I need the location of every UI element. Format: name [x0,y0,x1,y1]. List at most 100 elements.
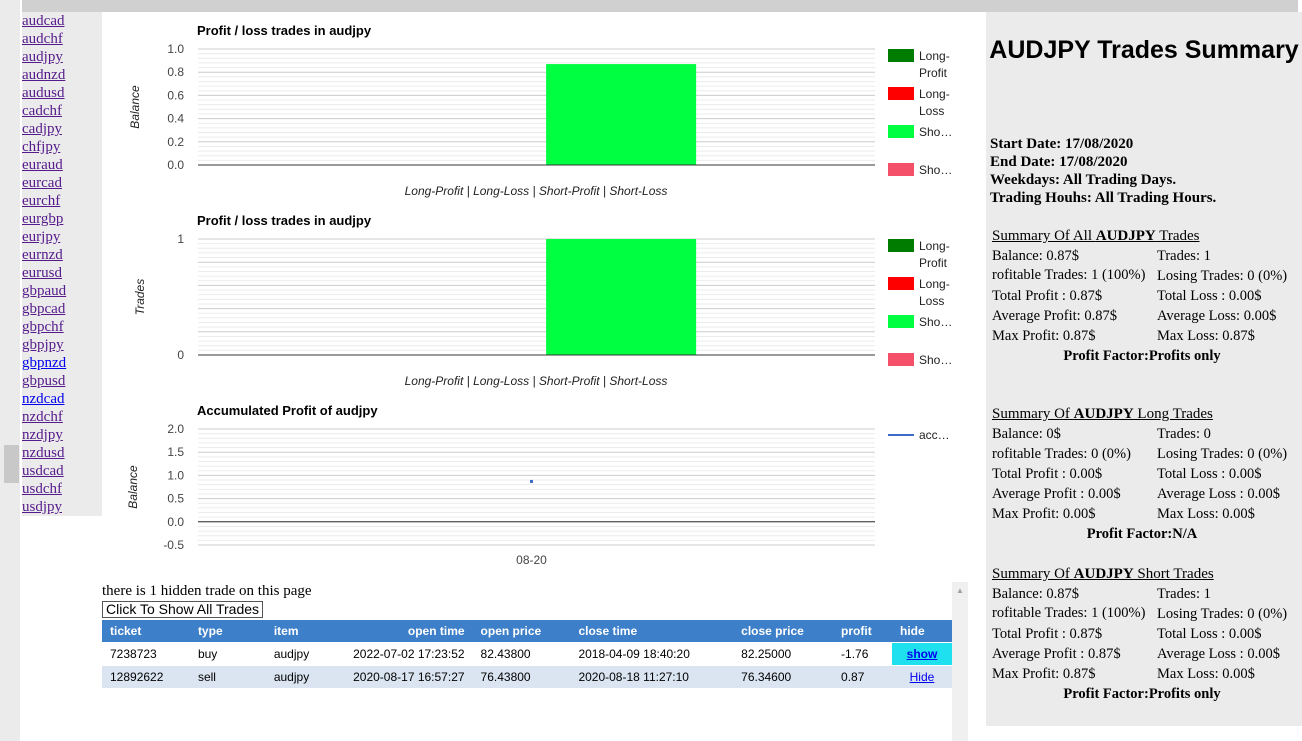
title-prefix: Summary Of [992,406,1074,422]
col-ticket[interactable]: ticket [102,620,190,643]
table-row: 7238723 buy audjpy 2022-07-02 17:23:52 8… [102,642,952,666]
pair-link-usdchf[interactable]: usdchf [22,481,62,497]
col-open-price[interactable]: open price [472,620,571,643]
col-open-time[interactable]: open time [341,620,473,643]
x-axis-label: Long-Profit | Long-Loss | Short-Profit |… [405,184,668,198]
col-hide[interactable]: hide [891,620,952,643]
scrollbar-thumb[interactable] [4,445,19,483]
legend-swatch [888,125,914,138]
bar-short-profit [546,239,697,355]
pair-link-audjpy[interactable]: audjpy [22,49,63,65]
legend-swatch [888,239,914,252]
summary-stat: Total Loss : 0.00$ [1157,626,1262,642]
cell-hide: Hide [891,665,952,688]
title-suffix: Trades [1155,228,1200,244]
pair-link-cadchf[interactable]: cadchf [22,103,62,119]
y-tick-label: 1.0 [167,42,184,56]
summary-stat: Losing Trades: 0 (0%) [1157,268,1288,284]
summary-panel: AUDJPY Trades Summary Start Date: 17/08/… [986,12,1302,726]
pair-link-gbpjpy[interactable]: gbpjpy [22,337,64,353]
pair-link-gbpaud[interactable]: gbpaud [22,283,67,299]
legend-swatch [888,315,914,328]
cell-open-price: 82.43800 [472,642,571,666]
pair-link-gbpchf[interactable]: gbpchf [22,319,64,335]
pair-link-euraud[interactable]: euraud [22,157,63,173]
cell-item: audjpy [265,642,342,666]
left-scrollbar[interactable] [0,0,20,741]
col-close-time[interactable]: close time [570,620,734,643]
y-tick-label: 0.8 [167,65,184,79]
summary-stat: Average Profit: 0.87$ [992,308,1117,324]
cell-profit: 0.87 [833,665,892,688]
summary-stat: Trades: 1 [1157,248,1211,264]
accumulated-profit-chart: Accumulated Profit of audjpy 2.0 1.5 1.0 0.5… [102,396,958,586]
title-suffix: Long Trades [1133,406,1213,422]
cell-profit: -1.76 [833,642,892,666]
pair-link-eurjpy[interactable]: eurjpy [22,229,61,245]
pair-link-audnzd[interactable]: audnzd [22,67,66,83]
summary-stat: Losing Trades: 0 (0%) [1157,606,1288,622]
summary-stat: Average Loss : 0.00$ [1157,646,1280,662]
summary-stat: rofitable Trades: 1 (100%) [992,605,1146,621]
show-trade-link[interactable]: show [906,647,938,661]
summary-stat: Losing Trades: 0 (0%) [1157,446,1288,462]
pair-link-usdcad[interactable]: usdcad [22,463,64,479]
summary-long-trades: Summary Of AUDJPY Long Trades Balance: 0$… [992,404,1298,544]
col-profit[interactable]: profit [833,620,892,643]
col-type[interactable]: type [189,620,266,643]
y-tick-label: 2.0 [167,422,184,436]
legend-label: Sho… [919,315,952,329]
pair-link-usdjpy[interactable]: usdjpy [22,499,63,515]
pair-link-eurchf[interactable]: eurchf [22,193,61,209]
pair-link-gbpusd[interactable]: gbpusd [22,373,66,389]
col-close-price[interactable]: close price [733,620,834,643]
pair-link-eurgbp[interactable]: eurgbp [22,211,64,227]
show-all-trades-button[interactable]: Click To Show All Trades [102,601,264,618]
pair-link-nzdusd[interactable]: nzdusd [22,445,65,461]
y-tick-label: 0.6 [167,88,184,102]
summary-stat: Max Profit: 0.87$ [992,328,1096,344]
table-header-row: ticket type item open time open price cl… [102,620,952,643]
legend-label: Long-Profit [919,49,950,80]
top-bar [22,0,1298,12]
scroll-up-arrow-icon[interactable]: ▲ [956,586,964,595]
pair-link-eurusd[interactable]: eurusd [22,265,62,281]
balance-bar-chart: Profit / loss trades in audjpy 1.0 0.8 0.6 0… [102,16,958,206]
pair-link-cadjpy[interactable]: cadjpy [22,121,62,137]
legend-label: Sho… [919,353,952,367]
pair-link-nzdchf[interactable]: nzdchf [22,409,63,425]
legend-swatch [888,163,914,176]
pair-link-nzdjpy[interactable]: nzdjpy [22,427,63,443]
summary-block-title: Summary Of AUDJPY Short Trades [992,564,1298,584]
pair-link-gbpcad[interactable]: gbpcad [22,301,66,317]
legend-swatch [888,87,914,100]
y-tick-label: 0.0 [167,515,184,529]
pair-link-eurnzd[interactable]: eurnzd [22,247,63,263]
pair-link-chfjpy[interactable]: chfjpy [22,139,61,155]
legend-label: acc… [919,428,950,442]
summary-stat: Average Profit : 0.00$ [992,486,1121,502]
hide-trade-link[interactable]: Hide [909,670,935,684]
summary-stat: Average Loss: 0.00$ [1157,308,1277,324]
summary-stat: Balance: 0.87$ [992,248,1079,264]
summary-stat: rofitable Trades: 0 (0%) [992,446,1131,462]
pair-link-audchf[interactable]: audchf [22,31,63,47]
cell-close-time: 2018-04-09 18:40:20 [570,642,734,666]
summary-stat: Average Profit : 0.87$ [992,646,1121,662]
pair-link-eurcad[interactable]: eurcad [22,175,62,191]
end-date: End Date: 17/08/2020 [990,154,1128,170]
table-scrollbar[interactable]: ▲ [952,582,968,741]
summary-stat: Max Profit: 0.00$ [992,506,1096,522]
pair-link-gbpnzd[interactable]: gbpnzd [22,355,67,371]
y-tick-label: 0.4 [167,112,184,126]
y-tick-label: 0.5 [167,492,184,506]
summary-stat: Trades: 0 [1157,426,1211,442]
title-prefix: Summary Of [992,566,1074,582]
col-item[interactable]: item [265,620,342,643]
cell-type: buy [189,642,266,666]
trading-hours: Trading Houhs: All Trading Hours. [990,190,1217,206]
balance-bar-chart-svg: Profit / loss trades in audjpy 1.0 0.8 0.6 0… [128,23,952,198]
pair-link-audusd[interactable]: audusd [22,85,65,101]
pair-link-nzdcad[interactable]: nzdcad [22,391,65,407]
pair-link-audcad[interactable]: audcad [22,13,65,29]
